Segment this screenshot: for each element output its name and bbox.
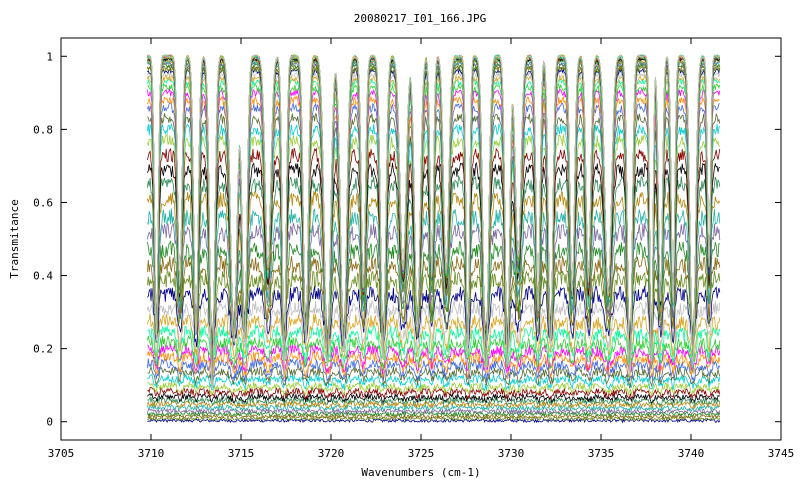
series-line: [147, 386, 721, 401]
series-line: [147, 403, 720, 412]
series-line: [147, 415, 721, 422]
series-line: [147, 407, 721, 416]
y-tick-label: 0.4: [33, 270, 53, 283]
x-tick-label: 3725: [408, 447, 435, 460]
x-tick-label: 3720: [318, 447, 345, 460]
x-tick-label: 3705: [48, 447, 75, 460]
x-tick-label: 3740: [678, 447, 705, 460]
series-line: [147, 365, 721, 389]
series-line: [147, 270, 721, 350]
series-line: [147, 300, 721, 360]
y-tick-label: 0.6: [33, 196, 53, 209]
y-tick-label: 0.2: [33, 343, 53, 356]
x-axis-label: Wavenumbers (cm-1): [361, 466, 480, 479]
y-axis: 0 0.2 0.4 0.6 0.8 1: [33, 50, 781, 429]
x-tick-label: 3710: [138, 447, 165, 460]
series-line: [147, 334, 721, 373]
series-line: [147, 324, 721, 368]
x-tick-label: 3730: [498, 447, 525, 460]
series-line: [147, 413, 721, 420]
series-line: [147, 342, 721, 375]
series-layer: [147, 53, 721, 424]
series-line: [147, 399, 721, 410]
series-line: [147, 313, 721, 366]
chart-title: 20080217_I01_166.JPG: [354, 12, 486, 25]
x-tick-label: 3735: [588, 447, 615, 460]
series-line: [147, 350, 721, 380]
series-line: [147, 392, 721, 404]
series-line: [147, 54, 721, 389]
x-tick-label: 3745: [768, 447, 795, 460]
y-tick-label: 0.8: [33, 123, 53, 136]
x-axis: 3705 3710 3715 3720 3725 3730 3735 3740 3745: [48, 38, 795, 460]
x-tick-label: 3715: [228, 447, 255, 460]
series-line: [147, 418, 721, 424]
y-tick-label: 0: [46, 416, 53, 429]
series-line: [147, 395, 720, 407]
y-axis-label: Transmitance: [8, 199, 21, 278]
series-line: [147, 381, 720, 396]
series-line: [147, 357, 721, 384]
y-tick-label: 1: [46, 50, 53, 63]
